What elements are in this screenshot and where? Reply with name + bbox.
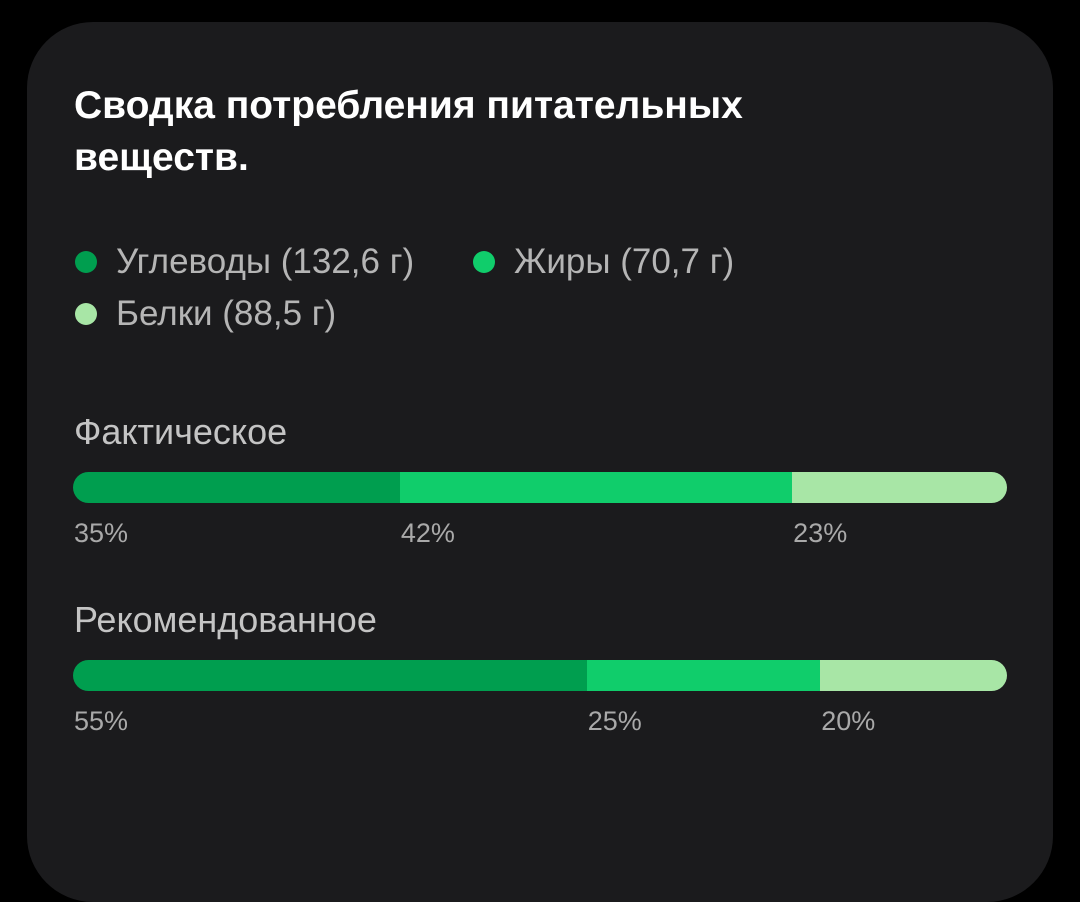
- actual-bar-segment-proteins: [792, 472, 1007, 503]
- recommended-bar: [73, 660, 1007, 691]
- legend-item-carbs: Углеводы (132,6 г): [75, 240, 414, 284]
- recommended-bar-segment-proteins: [820, 660, 1007, 691]
- actual-percent-carbs: 35%: [74, 518, 129, 548]
- recommended-label: Рекомендованное: [74, 599, 377, 640]
- legend-item-fats: Жиры (70,7 г): [473, 240, 734, 284]
- legend-label-carbs: Углеводы (132,6 г): [116, 242, 415, 281]
- fats-dot-icon: [473, 251, 495, 273]
- actual-bar-segment-fats: [399, 472, 793, 503]
- proteins-dot-icon: [75, 303, 97, 325]
- recommended-bar-segment-fats: [586, 660, 821, 691]
- actual-bar: [73, 472, 1007, 503]
- actual-percent-proteins: 23%: [793, 518, 848, 548]
- legend-label-proteins: Белки (88,5 г): [116, 294, 337, 333]
- card-title: Сводка потребления питательных веществ.: [74, 84, 743, 179]
- legend-item-proteins: Белки (88,5 г): [75, 292, 336, 336]
- carbs-dot-icon: [75, 251, 97, 273]
- recommended-bar-segment-carbs: [73, 660, 587, 691]
- legend-label-fats: Жиры (70,7 г): [514, 242, 735, 281]
- recommended-percent-proteins: 20%: [821, 706, 876, 736]
- actual-label: Фактическое: [74, 411, 288, 452]
- recommended-percent-carbs: 55%: [74, 706, 129, 736]
- recommended-percent-fats: 25%: [587, 706, 642, 736]
- actual-bar-segment-carbs: [73, 472, 400, 503]
- nutrient-summary-card[interactable]: [27, 22, 1053, 902]
- actual-percent-fats: 42%: [400, 518, 455, 548]
